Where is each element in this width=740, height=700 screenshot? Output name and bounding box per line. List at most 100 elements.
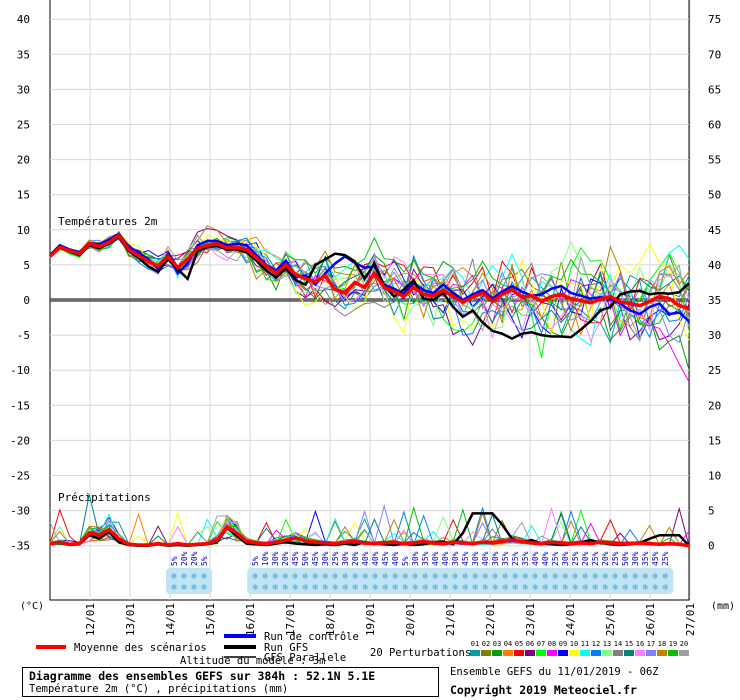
left-tick-label: -10 (10, 364, 30, 377)
x-tick-label: 13/01 (124, 603, 137, 636)
left-tick-label: 10 (17, 224, 30, 237)
snowflake-icon: ❄ (482, 572, 488, 582)
right-tick-label: 20 (708, 399, 721, 412)
snowflake-icon: ❄ (332, 572, 338, 582)
x-tick-label: 24/01 (564, 603, 577, 636)
x-tick-label: 16/01 (244, 603, 257, 636)
snowflake-icon: ❄ (392, 583, 398, 593)
diagram-title: Diagramme des ensembles GEFS sur 384h : … (29, 669, 376, 683)
snowflake-icon: ❄ (252, 572, 258, 582)
right-tick-label: 70 (708, 48, 721, 61)
precip-prob-label: 5% (401, 556, 410, 566)
precip-prob-label: 45% (651, 551, 660, 566)
right-tick-label: 75 (708, 13, 721, 26)
snowflake-icon: ❄ (472, 583, 478, 593)
snowflake-icon: ❄ (252, 583, 258, 593)
member-color-swatch (646, 650, 656, 656)
precip-prob-label: 25% (331, 551, 340, 566)
precip-prob-block (166, 568, 212, 594)
snowflake-icon: ❄ (582, 583, 588, 593)
member-number-label: 14 (614, 640, 622, 648)
snowflake-icon: ❄ (432, 583, 438, 593)
x-tick-label: 27/01 (684, 603, 697, 636)
snowflake-icon: ❄ (412, 572, 418, 582)
right-tick-label: 15 (708, 434, 721, 447)
snowflake-icon: ❄ (422, 572, 428, 582)
precip-prob-label: 30% (631, 551, 640, 566)
snowflake-icon: ❄ (572, 572, 578, 582)
ensemble-run-label: Ensemble GEFS du 11/01/2019 - 06Z (450, 666, 659, 678)
member-temp-line (49, 233, 690, 334)
left-tick-label: 15 (17, 189, 30, 202)
precip-prob-label: 40% (481, 551, 490, 566)
precip-prob-block (247, 568, 674, 594)
temperature-section-label: Températures 2m (58, 215, 158, 228)
precip-prob-label: 45% (291, 551, 300, 566)
member-color-swatch (547, 650, 557, 656)
member-number-label: 03 (493, 640, 501, 648)
mean-temp-line (48, 232, 690, 311)
x-tick-label: 20/01 (404, 603, 417, 636)
member-temp-line (49, 236, 690, 333)
snowflake-icon: ❄ (432, 572, 438, 582)
member-color-swatch (591, 650, 601, 656)
copyright-text: Copyright 2019 Meteociel.fr (450, 683, 637, 697)
precip-prob-label: 5% (251, 556, 260, 566)
member-color-swatch (558, 650, 568, 656)
snowflake-icon: ❄ (632, 572, 638, 582)
x-tick-label: 19/01 (364, 603, 377, 636)
snowflake-icon: ❄ (382, 583, 388, 593)
left-tick-label: -15 (10, 399, 30, 412)
diagram-subtitle: Température 2m (°C) , précipitations (mm… (29, 683, 289, 695)
right-tick-label: 10 (708, 470, 721, 483)
snowflake-icon: ❄ (452, 583, 458, 593)
snowflake-icon: ❄ (562, 583, 568, 593)
snowflake-icon: ❄ (622, 583, 628, 593)
left-axis-unit: (°C) (20, 601, 44, 612)
precip-prob-label: 35% (421, 551, 430, 566)
snowflake-icon: ❄ (522, 572, 528, 582)
precip-prob-label: 30% (411, 551, 420, 566)
x-tick-label: 15/01 (204, 603, 217, 636)
snowflake-icon: ❄ (292, 572, 298, 582)
right-tick-label: 40 (708, 259, 721, 272)
precip-prob-label: 45% (381, 551, 390, 566)
x-tick-label: 26/01 (644, 603, 657, 636)
snowflake-icon: ❄ (562, 572, 568, 582)
control-run-line (49, 232, 690, 323)
snowflake-icon: ❄ (552, 572, 558, 582)
snowflake-icon: ❄ (532, 572, 538, 582)
precip-prob-label: 20% (351, 551, 360, 566)
member-color-swatch (602, 650, 612, 656)
member-number-label: 11 (581, 640, 589, 648)
mean-precip-line (49, 525, 690, 548)
precip-prob-label: 25% (611, 551, 620, 566)
precip-prob-label: 20% (180, 551, 189, 566)
member-color-swatch (679, 650, 689, 656)
member-color-swatch (635, 650, 645, 656)
precip-prob-label: 25% (571, 551, 580, 566)
precip-prob-label: 30% (271, 551, 280, 566)
member-color-swatch (514, 650, 524, 656)
precip-prob-label: 10% (261, 551, 270, 566)
snowflake-icon: ❄ (512, 583, 518, 593)
snowflake-icon: ❄ (662, 572, 668, 582)
left-tick-label: 5 (23, 259, 30, 272)
precip-prob-label: 30% (491, 551, 500, 566)
member-number-label: 20 (680, 640, 688, 648)
snowflake-icon: ❄ (492, 583, 498, 593)
precip-prob-label: 20% (581, 551, 590, 566)
member-color-swatch (470, 650, 480, 656)
left-tick-label: 35 (17, 48, 30, 61)
precip-prob-label: 20% (190, 551, 199, 566)
legend-mean-label: Moyenne des scénarios (74, 642, 207, 654)
snowflake-icon: ❄ (492, 572, 498, 582)
precip-prob-label: 40% (371, 551, 380, 566)
member-number-label: 13 (603, 640, 611, 648)
snowflake-icon: ❄ (302, 572, 308, 582)
right-tick-label: 50 (708, 189, 721, 202)
legend-perturbations-label: 20 Perturbations (370, 647, 471, 659)
snowflake-icon: ❄ (652, 572, 658, 582)
snowflake-icon: ❄ (272, 572, 278, 582)
precip-prob-label: 50% (621, 551, 630, 566)
